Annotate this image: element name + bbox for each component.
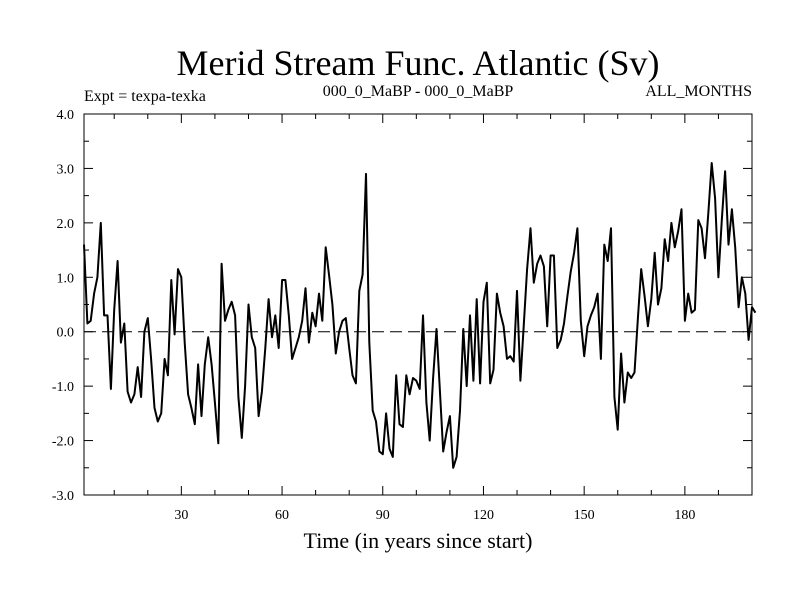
y-axis-tick-labels: -3.0 -2.0 -1.0 0.0 1.0 2.0 3.0 4.0: [52, 108, 74, 504]
x-tick-label: 30: [174, 508, 188, 523]
x-tick-label: 90: [376, 508, 390, 523]
x-axis-ticks: [113, 114, 753, 495]
y-tick-label: 1.0: [57, 271, 75, 286]
y-tick-label: -2.0: [52, 435, 74, 450]
y-tick-label: 0.0: [57, 326, 75, 341]
y-tick-label: 3.0: [57, 162, 75, 177]
x-tick-label: 120: [473, 508, 494, 523]
subtitle-period: 000_0_MaBP - 000_0_MaBP: [323, 83, 514, 100]
chart-title: Merid Stream Func. Atlantic (Sv): [177, 43, 660, 83]
y-tick-label: -1.0: [52, 380, 74, 395]
series-line: [83, 162, 757, 469]
x-tick-label: 60: [275, 508, 289, 523]
y-axis-ticks: [84, 113, 752, 496]
plot-frame: [83, 113, 753, 496]
y-tick-label: 2.0: [57, 217, 75, 232]
y-tick-label: -3.0: [52, 489, 74, 504]
subtitle-months: ALL_MONTHS: [645, 83, 752, 100]
x-axis-tick-labels: 30 60 90 120 150 180: [174, 508, 695, 523]
x-tick-label: 150: [574, 508, 595, 523]
y-tick-label: 4.0: [57, 108, 75, 123]
x-tick-label: 180: [674, 508, 695, 523]
subtitle-expt: Expt = texpa-texka: [84, 88, 206, 105]
x-axis-label: Time (in years since start): [304, 528, 533, 553]
